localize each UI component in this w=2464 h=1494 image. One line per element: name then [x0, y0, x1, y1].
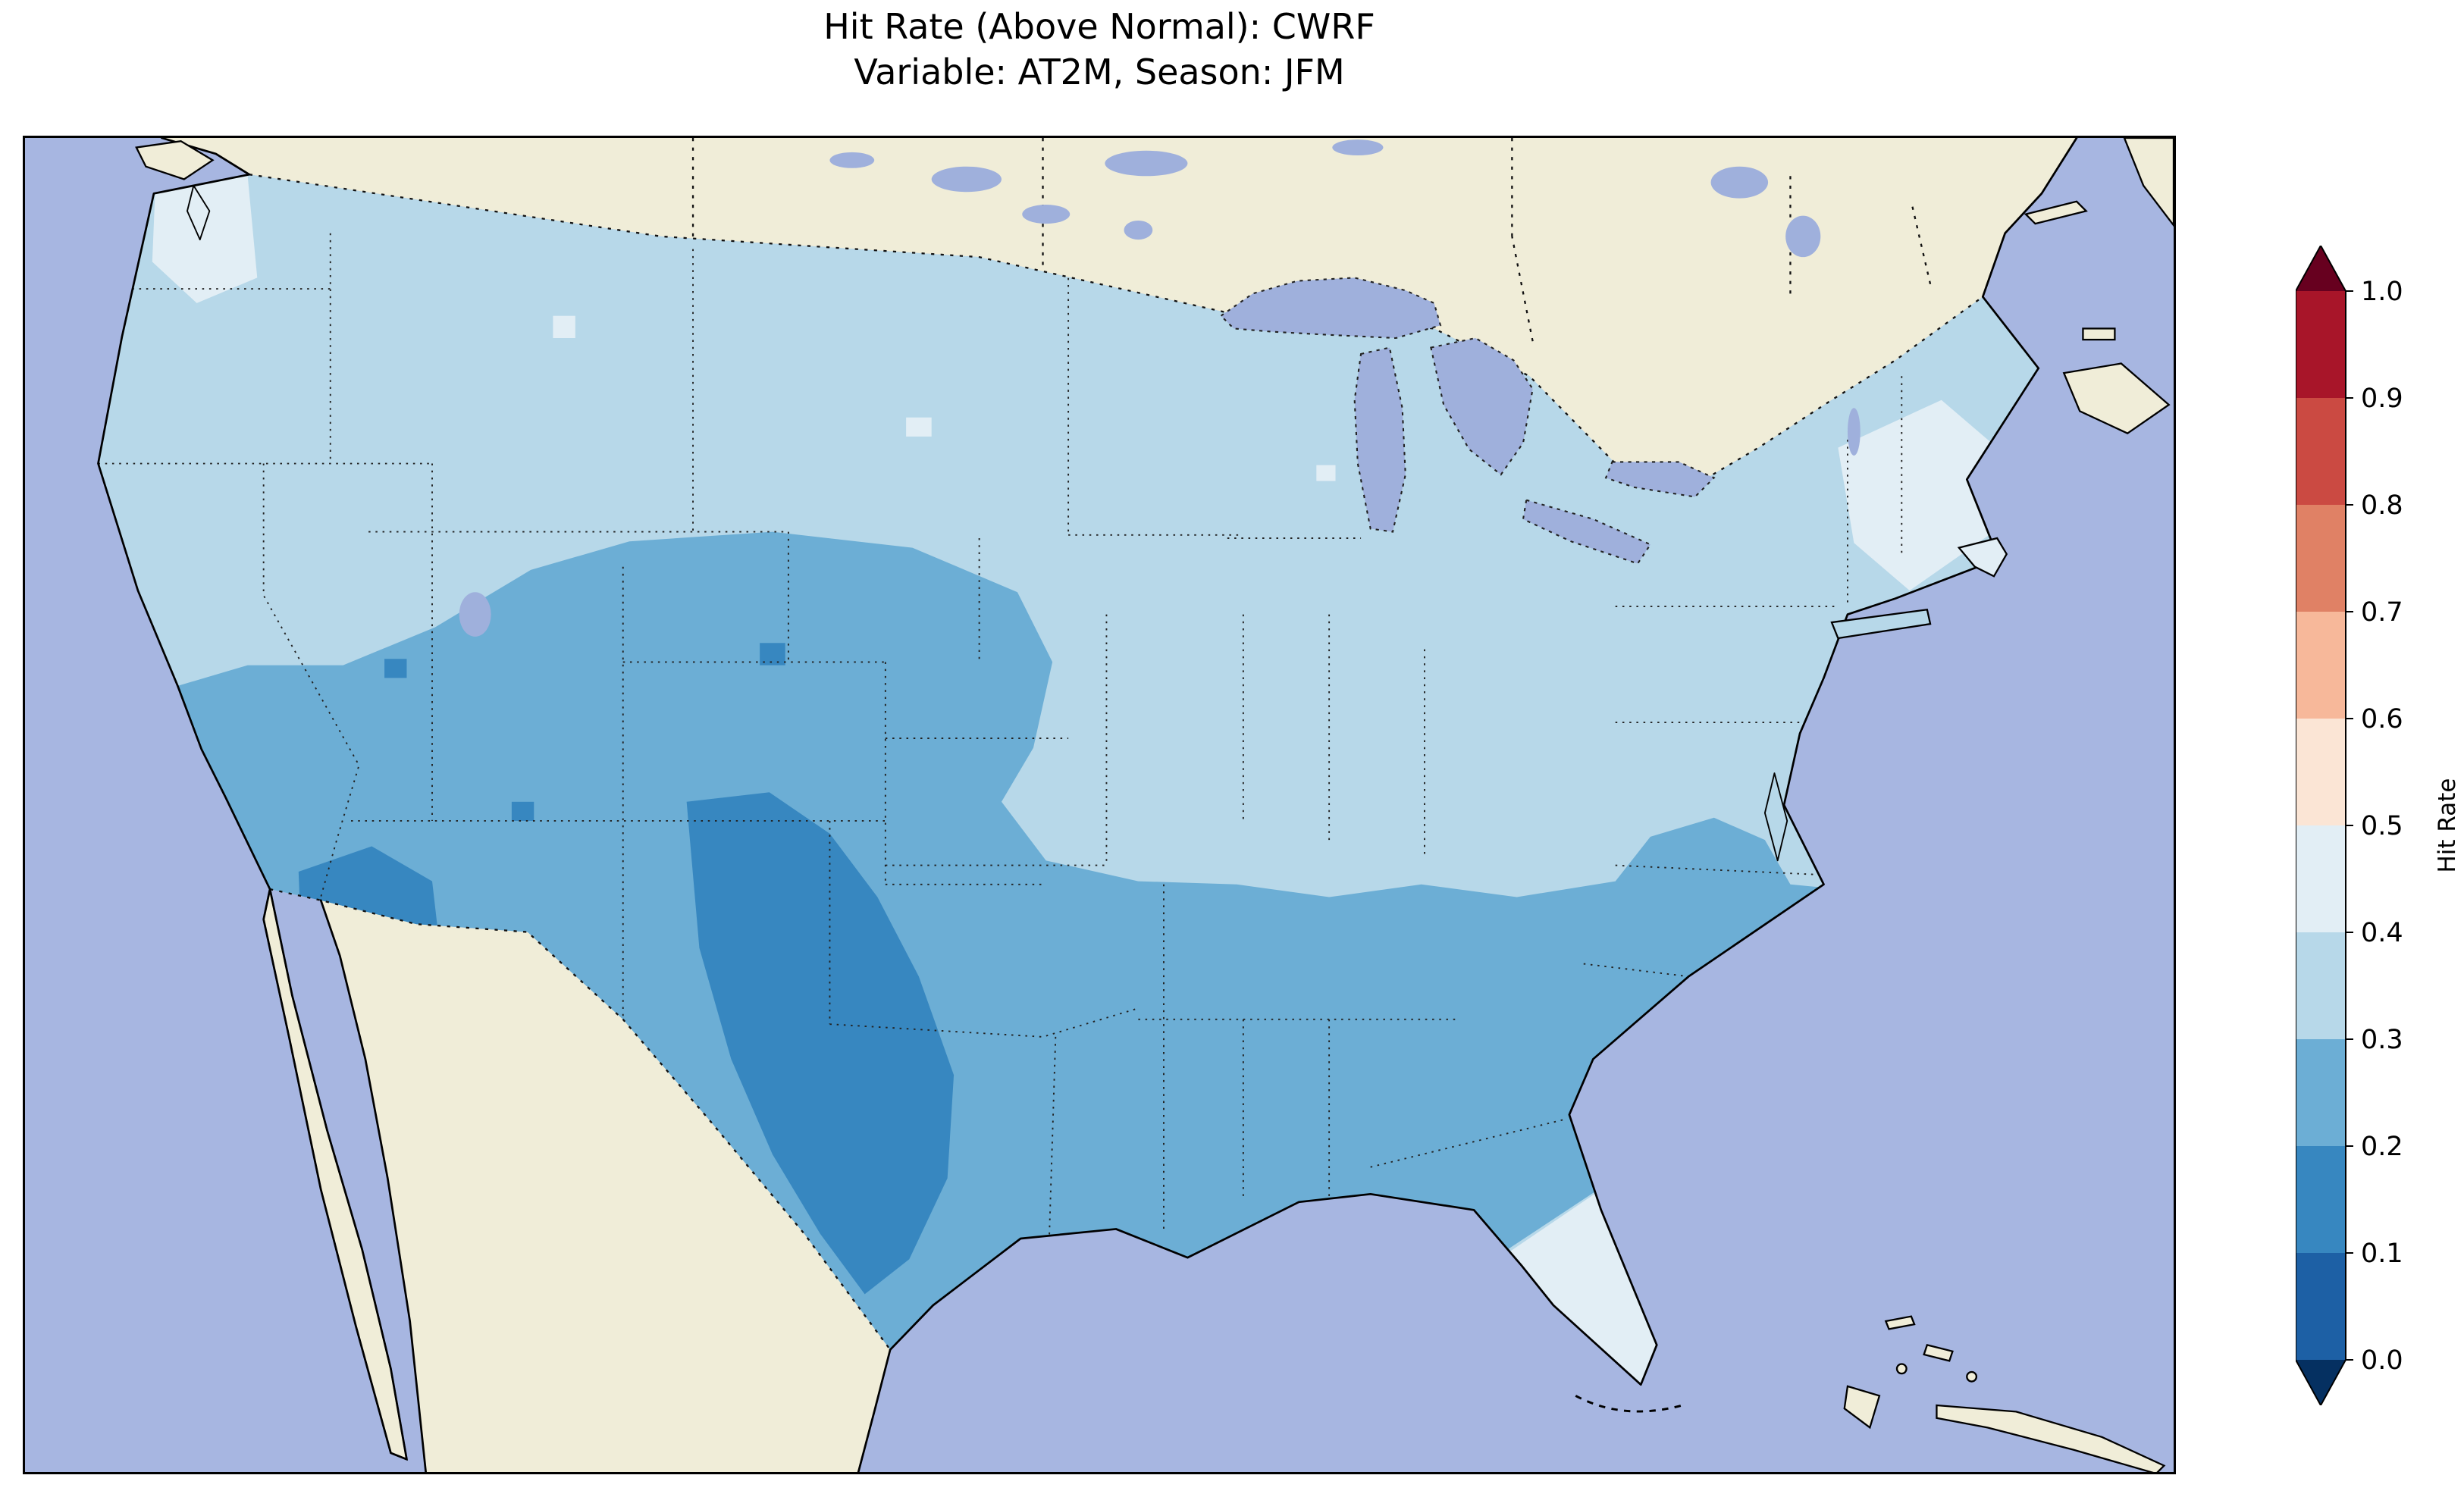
hit-rate-region-0-1-0-2-west-texas	[686, 792, 955, 1295]
lake-superior	[1219, 277, 1442, 340]
hit-rate-cell-dark-new-mexico	[511, 801, 534, 821]
long-island	[1830, 609, 1932, 640]
map-axes	[23, 136, 2176, 1474]
pacific-coastline	[97, 173, 271, 891]
state-borders	[98, 233, 1903, 1239]
newfoundland-corner	[2123, 138, 2174, 227]
colorbar-tick-0-0: 0.0	[2361, 1345, 2403, 1376]
colorbar-segment-0-5-0-6	[2296, 719, 2346, 825]
lake-champlain	[1847, 408, 1861, 456]
atlantic-gulf-coastline	[889, 367, 2040, 1386]
canada-province-borders	[691, 138, 1932, 342]
prince-edward-island	[2082, 327, 2116, 341]
lake-erie	[1522, 499, 1652, 565]
figure-title: Hit Rate (Above Normal): CWRF Variable: …	[23, 5, 2176, 96]
hit-rate-region-0-4-0-5-new-england	[1838, 399, 1998, 591]
great-salt-lake	[459, 592, 491, 637]
colorbar-segment-0-8-0-9	[2296, 398, 2346, 505]
canada-landmass	[161, 138, 2077, 480]
colorbar-segment-0-7-0-8	[2296, 505, 2346, 612]
bahamas-islands	[1843, 1315, 1978, 1430]
title-line-2: Variable: AT2M, Season: JFM	[854, 51, 1345, 92]
title-line-1: Hit Rate (Above Normal): CWRF	[823, 6, 1375, 47]
colorbar-axis-label: Hit Rate	[2434, 778, 2461, 872]
colorbar: 1.0 0.9 0.8 0.7 0.6 0.5 0.4 0.3 0.2 0.1 …	[2296, 246, 2464, 1405]
colorbar-segment-0-1-0-2	[2296, 1146, 2346, 1253]
colorbar-segment-0-4-0-5	[2296, 825, 2346, 932]
mexico-landmass	[321, 900, 891, 1472]
cape-cod	[1957, 537, 2008, 578]
lake-michigan	[1353, 346, 1406, 533]
colorbar-arrow-bottom	[2296, 1360, 2346, 1405]
hit-rate-cell-dark-nevada	[384, 659, 407, 678]
lake-huron	[1430, 337, 1534, 476]
canadian-lakes	[829, 139, 1821, 258]
cuba	[1936, 1404, 2166, 1472]
chesapeake-bay	[1763, 772, 1788, 862]
colorbar-ticks	[2346, 290, 2353, 1361]
us-mexico-border	[269, 888, 892, 1351]
colorbar-tick-0-8: 0.8	[2361, 490, 2403, 521]
lake-ontario	[1604, 461, 1716, 498]
mexico-coastline	[319, 899, 892, 1472]
colorbar-tick-0-5: 0.5	[2361, 811, 2403, 841]
nova-scotia	[2062, 362, 2171, 435]
colorbar-segment-0-6-0-7	[2296, 612, 2346, 719]
baja-coastline	[262, 888, 408, 1461]
anticosti-island	[2024, 200, 2088, 225]
colorbar-tick-0-2: 0.2	[2361, 1132, 2403, 1162]
colorbar-svg: 1.0 0.9 0.8 0.7 0.6 0.5 0.4 0.3 0.2 0.1 …	[2296, 246, 2461, 1405]
colorbar-tick-0-4: 0.4	[2361, 918, 2403, 948]
colorbar-tick-0-7: 0.7	[2361, 597, 2403, 628]
us-map	[25, 138, 2174, 1472]
hit-rate-cell-light-dakotas	[906, 417, 932, 437]
colorbar-tick-0-3: 0.3	[2361, 1025, 2403, 1055]
colorbar-segment-0-3-0-4	[2296, 932, 2346, 1039]
colorbar-tick-1-0: 1.0	[2361, 277, 2403, 307]
us-canada-border	[249, 174, 1983, 481]
hit-rate-cell-light-upper-michigan	[1316, 465, 1336, 481]
colorbar-segment-0-9-1-0	[2296, 291, 2346, 398]
colorbar-segment-0-2-0-3	[2296, 1039, 2346, 1146]
puget-sound	[187, 184, 211, 241]
hit-rate-cell-light-montana	[553, 315, 575, 338]
florida-keys-arc	[1575, 1395, 1683, 1413]
colorbar-segment-0-0-0-1	[2296, 1253, 2346, 1360]
colorbar-tick-0-6: 0.6	[2361, 704, 2403, 734]
colorbar-arrow-top	[2296, 246, 2346, 291]
hit-rate-region-0-4-0-5-washington	[152, 176, 258, 303]
vancouver-island	[135, 139, 215, 180]
colorbar-tick-0-1: 0.1	[2361, 1239, 2403, 1269]
colorbar-tick-0-9: 0.9	[2361, 384, 2403, 414]
